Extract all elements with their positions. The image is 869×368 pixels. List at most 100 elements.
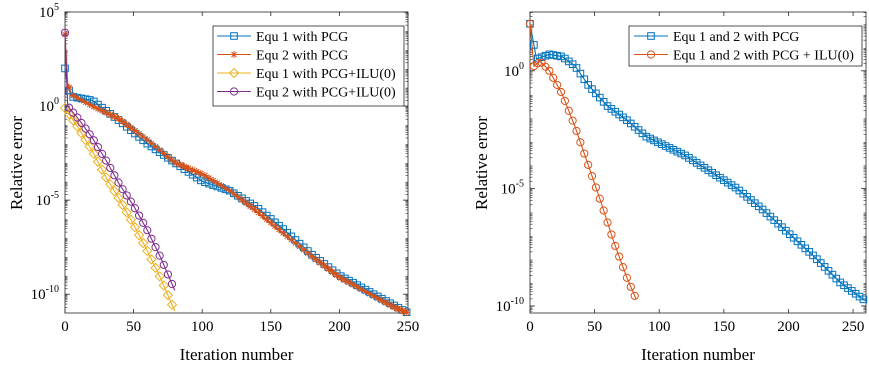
marker-22 — [151, 243, 160, 252]
x-tick-label: 250 — [842, 319, 865, 335]
marker-2 — [69, 108, 78, 117]
marker-15 — [123, 120, 131, 128]
marker-legend-2 — [230, 51, 238, 58]
marker-legend-1 — [230, 32, 238, 40]
marker-5 — [545, 66, 554, 75]
marker-1 — [65, 103, 74, 112]
y-axis-label: Relative error — [7, 116, 26, 210]
marker-74 — [813, 255, 821, 263]
marker-25 — [622, 273, 632, 282]
marker-20 — [142, 245, 153, 257]
y-tick-label: 105 — [39, 2, 59, 21]
marker-11 — [106, 163, 115, 173]
marker-78 — [382, 299, 390, 307]
marker-18 — [595, 194, 604, 203]
marker-16 — [587, 172, 597, 181]
marker-73 — [361, 288, 369, 296]
marker-17 — [591, 183, 601, 192]
marker-13 — [115, 115, 123, 123]
legend-label-2: Equ 2 with PCG — [256, 49, 348, 64]
marker-20 — [143, 226, 152, 235]
marker-33 — [197, 169, 205, 177]
marker-6 — [85, 130, 94, 139]
marker-0 — [61, 64, 69, 73]
marker-51 — [271, 222, 279, 230]
marker-12 — [110, 113, 118, 121]
marker-7 — [90, 103, 98, 111]
x-tick-label: 100 — [191, 319, 214, 335]
marker-13 — [113, 192, 124, 204]
marker-38 — [217, 182, 225, 190]
marker-46 — [250, 205, 258, 213]
marker-48 — [712, 171, 720, 179]
marker-14 — [118, 185, 127, 194]
x-axis-label: Iteration number — [641, 345, 755, 364]
marker-0 — [60, 28, 70, 37]
marker-3 — [537, 53, 546, 61]
legend-label-3: Equ 1 with PCG+ILU(0) — [256, 67, 396, 82]
marker-10 — [100, 172, 112, 183]
marker-6 — [84, 141, 95, 152]
marker-79 — [386, 301, 394, 309]
marker-15 — [122, 191, 131, 200]
marker-31 — [189, 166, 197, 174]
legend: Equ 1 with PCG Equ 2 with PCG Equ 1 with P… — [212, 25, 405, 107]
marker-86 — [859, 295, 868, 304]
marker-10 — [564, 106, 573, 115]
marker-14 — [580, 149, 589, 158]
marker-66 — [333, 271, 341, 279]
marker-65 — [329, 268, 337, 276]
x-tick-label: 200 — [777, 319, 800, 335]
marker-43 — [692, 159, 701, 167]
marker-75 — [370, 292, 378, 300]
marker-61 — [312, 256, 320, 264]
marker-17 — [592, 89, 600, 98]
marker-13 — [576, 69, 585, 78]
marker-44 — [242, 199, 250, 207]
marker-25 — [163, 270, 172, 279]
marker-24 — [159, 260, 168, 269]
marker-3 — [72, 121, 83, 132]
marker-39 — [222, 184, 230, 192]
marker-25 — [164, 153, 172, 161]
marker-18 — [595, 93, 604, 102]
legend-box — [628, 25, 863, 67]
marker-legend-4 — [229, 87, 239, 96]
marker-16 — [588, 85, 596, 93]
marker-18 — [135, 130, 143, 138]
marker-3 — [73, 113, 82, 122]
marker-19 — [137, 237, 149, 249]
marker-17 — [131, 127, 139, 135]
marker-27 — [172, 159, 180, 167]
marker-38 — [673, 147, 682, 156]
marker-19 — [599, 206, 608, 215]
x-tick-label: 100 — [648, 319, 671, 335]
marker-6 — [86, 101, 94, 109]
marker-5 — [82, 98, 90, 106]
marker-8 — [94, 105, 102, 113]
marker-31 — [646, 134, 654, 143]
marker-15 — [584, 160, 593, 169]
marker-37 — [669, 146, 678, 154]
marker-29 — [180, 162, 188, 170]
marker-26 — [626, 282, 635, 291]
marker-16 — [127, 124, 135, 132]
marker-legend-2 — [646, 50, 656, 59]
marker-82 — [399, 307, 407, 315]
marker-53 — [279, 229, 287, 237]
marker-15 — [584, 81, 592, 89]
marker-77 — [378, 297, 386, 305]
marker-36 — [665, 144, 674, 152]
marker-30 — [184, 164, 192, 172]
marker-12 — [572, 64, 581, 72]
x-tick-label: 150 — [260, 319, 283, 335]
x-tick-label: 150 — [713, 319, 736, 335]
marker-1 — [530, 41, 538, 49]
marker-24 — [158, 280, 169, 291]
marker-50 — [267, 219, 275, 227]
marker-19 — [139, 133, 147, 141]
legend-box — [212, 25, 405, 107]
marker-62 — [316, 259, 324, 267]
marker-4 — [77, 118, 86, 128]
